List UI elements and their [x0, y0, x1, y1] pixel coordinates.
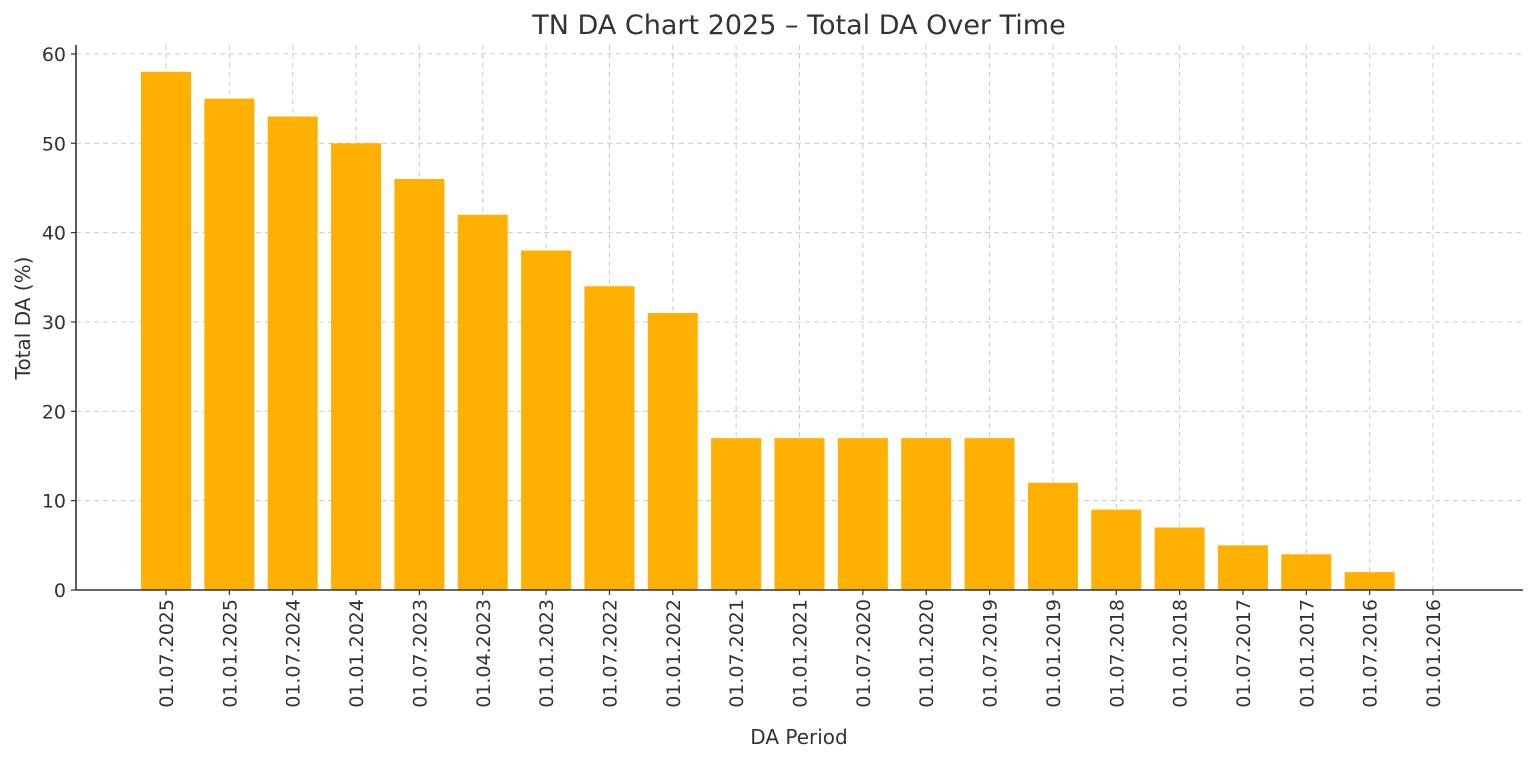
x-tick-label: 01.07.2023 — [409, 599, 431, 708]
x-tick-label: 01.07.2016 — [1360, 599, 1382, 708]
y-tick-label: 60 — [42, 44, 66, 66]
y-tick-label: 0 — [54, 580, 66, 602]
x-tick-label: 01.01.2022 — [663, 599, 685, 708]
x-tick-label: 01.07.2024 — [283, 599, 305, 708]
bar — [394, 179, 445, 590]
bar — [204, 98, 255, 590]
x-tick-label: 01.01.2017 — [1296, 599, 1318, 708]
x-ticks: 01.07.2025 01.01.2025 01.07.2024 01.01.2024… — [156, 590, 1445, 708]
bar — [584, 286, 635, 590]
bar — [331, 143, 382, 590]
x-tick-label: 01.01.2024 — [346, 599, 368, 708]
x-tick-label: 01.07.2021 — [726, 599, 748, 708]
bar — [1154, 527, 1205, 590]
x-tick-label: 01.07.2017 — [1233, 599, 1255, 708]
x-tick-label: 01.07.2025 — [156, 599, 178, 708]
bar — [1281, 554, 1332, 590]
y-tick-label: 30 — [42, 312, 66, 334]
y-tick-label: 40 — [42, 223, 66, 245]
x-tick-label: 01.01.2021 — [790, 599, 812, 708]
bar — [141, 71, 191, 590]
x-tick-label: 01.07.2020 — [853, 599, 875, 708]
bar — [901, 438, 952, 590]
bars — [141, 71, 1395, 591]
x-axis-label: DA Period — [750, 725, 847, 749]
x-tick-label: 01.07.2018 — [1106, 599, 1128, 708]
bar — [1091, 509, 1142, 590]
bar — [774, 438, 825, 590]
y-tick-label: 50 — [42, 133, 66, 155]
chart-title: TN DA Chart 2025 – Total DA Over Time — [531, 10, 1065, 41]
bar — [457, 214, 508, 591]
x-tick-label: 01.01.2025 — [219, 599, 241, 708]
x-tick-label: 01.01.2016 — [1423, 599, 1445, 708]
bar — [647, 313, 698, 590]
bar — [964, 438, 1015, 590]
x-tick-label: 01.07.2022 — [599, 599, 621, 708]
y-tick-label: 10 — [42, 491, 66, 513]
x-tick-label: 01.07.2019 — [980, 599, 1002, 708]
bar — [1344, 572, 1395, 590]
x-tick-label: 01.01.2019 — [1043, 599, 1065, 708]
y-tick-label: 20 — [42, 401, 66, 423]
bar — [1217, 545, 1268, 590]
bar — [1027, 482, 1078, 590]
x-tick-label: 01.01.2020 — [916, 599, 938, 708]
x-tick-label: 01.04.2023 — [473, 599, 495, 708]
bar — [837, 438, 888, 590]
x-tick-label: 01.01.2018 — [1170, 599, 1192, 708]
bar — [711, 438, 762, 590]
y-axis-label: Total DA (%) — [11, 257, 35, 381]
bar — [267, 116, 318, 591]
bar — [521, 250, 572, 590]
y-ticks: 0 10 20 30 40 50 60 — [42, 44, 76, 602]
x-tick-label: 01.01.2023 — [536, 599, 558, 708]
